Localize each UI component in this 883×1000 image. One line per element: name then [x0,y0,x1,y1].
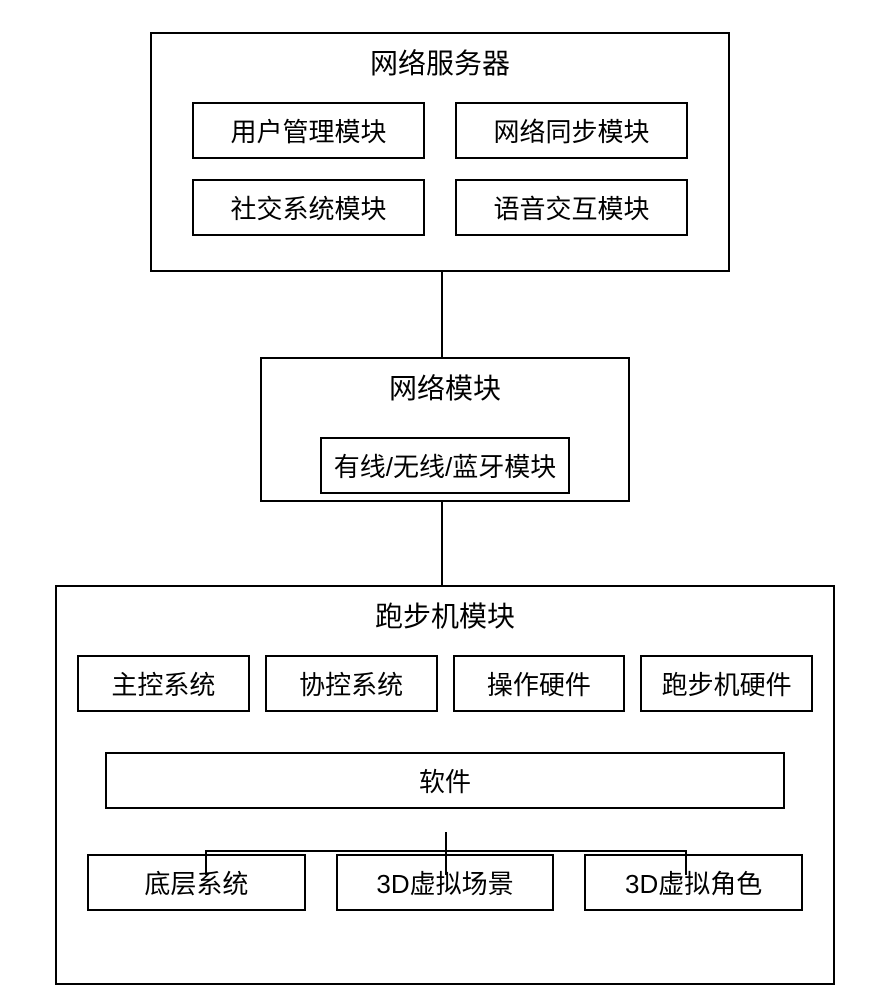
co-ctrl-module: 协控系统 [265,655,438,712]
treadmill-hardware-row: 主控系统 协控系统 操作硬件 跑步机硬件 [57,655,833,712]
network-title: 网络模块 [262,359,628,427]
connector-network-treadmill [441,502,443,585]
diagram-container: 网络服务器 用户管理模块 网络同步模块 社交系统模块 语音交互模块 网络模块 有… [20,20,863,980]
software-conn-2 [445,850,447,875]
software-conn-1 [205,850,207,875]
server-title: 网络服务器 [152,34,728,102]
software-module: 软件 [105,752,785,809]
3d-char-module: 3D虚拟角色 [584,854,803,911]
connector-server-network [441,272,443,357]
tread-hw-module: 跑步机硬件 [640,655,813,712]
base-system-module: 底层系统 [87,854,306,911]
server-box: 网络服务器 用户管理模块 网络同步模块 社交系统模块 语音交互模块 [150,32,730,272]
treadmill-title: 跑步机模块 [57,587,833,655]
network-module: 有线/无线/蓝牙模块 [320,437,570,494]
software-conn-main [445,832,447,850]
main-ctrl-module: 主控系统 [77,655,250,712]
treadmill-box: 跑步机模块 主控系统 协控系统 操作硬件 跑步机硬件 软件 底层系统 3D虚拟场… [55,585,835,985]
network-box: 网络模块 有线/无线/蓝牙模块 [260,357,630,502]
voice-module: 语音交互模块 [455,179,688,236]
software-conn-3 [685,850,687,875]
social-module: 社交系统模块 [192,179,425,236]
op-hw-module: 操作硬件 [453,655,626,712]
user-mgmt-module: 用户管理模块 [192,102,425,159]
network-sync-module: 网络同步模块 [455,102,688,159]
server-modules-grid: 用户管理模块 网络同步模块 社交系统模块 语音交互模块 [152,102,728,236]
